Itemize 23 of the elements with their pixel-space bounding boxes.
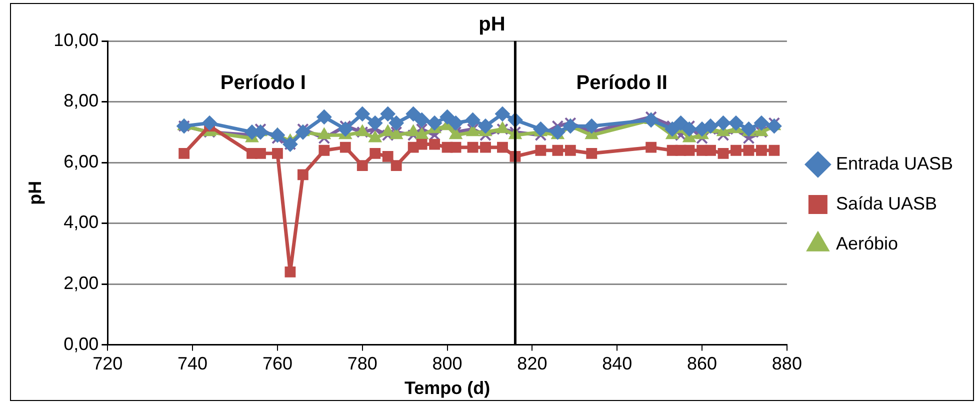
y-tick-label: 6,00 — [64, 151, 99, 172]
y-tick-label: 8,00 — [64, 90, 99, 111]
x-tick-label: 880 — [772, 354, 802, 374]
legend-label: Entrada UASB — [836, 153, 953, 174]
x-axis-title: Tempo (d) — [404, 378, 490, 398]
x-tick-label: 760 — [262, 354, 292, 374]
annotation: Período II — [576, 72, 668, 94]
x-tick-label: 800 — [432, 354, 462, 374]
x-tick-label: 780 — [347, 354, 378, 374]
x-tick-label: 840 — [602, 354, 632, 374]
x-tick-label: 720 — [92, 354, 123, 374]
x-tick-label: 820 — [517, 354, 548, 374]
y-axis-title: pH — [24, 180, 45, 205]
x-tick-label: 860 — [687, 354, 718, 374]
y-tick-label: 10,00 — [54, 30, 99, 50]
legend-label: Saída UASB — [836, 193, 937, 214]
y-tick-label: 0,00 — [64, 334, 99, 354]
annotation: Período I — [220, 72, 306, 94]
legend-label: Aeróbio — [836, 233, 898, 254]
x-tick-label: 740 — [178, 354, 208, 374]
chart-title: pH — [478, 14, 506, 36]
y-tick-label: 4,00 — [64, 212, 99, 232]
y-tick-label: 2,00 — [64, 273, 99, 294]
